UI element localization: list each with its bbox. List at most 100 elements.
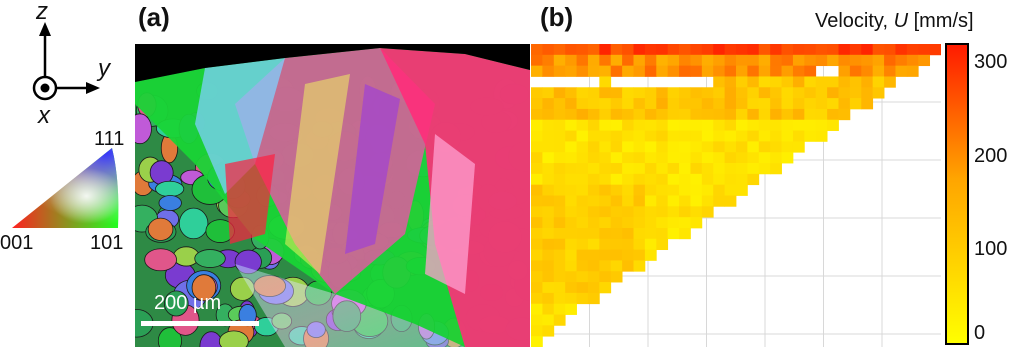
heatmap-cell bbox=[587, 227, 600, 240]
heatmap-cell bbox=[667, 152, 680, 164]
colorbar-title-units: [mm/s] bbox=[908, 10, 974, 32]
heatmap-cell bbox=[747, 163, 760, 175]
heatmap-cell bbox=[701, 130, 714, 142]
heatmap-cell bbox=[667, 227, 680, 240]
heatmap-cell bbox=[622, 227, 634, 240]
heatmap-cell bbox=[895, 54, 908, 67]
heatmap-cell bbox=[531, 292, 543, 305]
heatmap-cell bbox=[553, 238, 566, 251]
heatmap-cell bbox=[622, 141, 634, 153]
heatmap-cell bbox=[599, 206, 612, 218]
heatmap-cell bbox=[736, 163, 748, 175]
heatmap-cell bbox=[599, 173, 612, 186]
heatmap-cell bbox=[849, 98, 862, 110]
heatmap-cell bbox=[815, 108, 828, 121]
heatmap-cell bbox=[667, 98, 680, 110]
heatmap-cell bbox=[747, 152, 760, 164]
heatmap-cell bbox=[679, 108, 691, 121]
heatmap-cell bbox=[542, 173, 555, 186]
heatmap-cell bbox=[565, 195, 577, 207]
heatmap-cell bbox=[724, 141, 737, 153]
heatmap-cell bbox=[838, 108, 851, 121]
heatmap-cell bbox=[565, 260, 577, 272]
heatmap-cell bbox=[542, 303, 555, 315]
heatmap-cell bbox=[713, 195, 726, 207]
heatmap-cell bbox=[576, 217, 589, 229]
heatmap-cell bbox=[713, 98, 726, 110]
heatmap-cell bbox=[576, 152, 589, 164]
heatmap-cell bbox=[599, 98, 612, 110]
heatmap-cell bbox=[906, 44, 919, 56]
heatmap-cell bbox=[690, 98, 703, 110]
heatmap-cell bbox=[587, 163, 600, 175]
heatmap-cell bbox=[622, 206, 634, 218]
heatmap-cell bbox=[610, 152, 623, 164]
heatmap-cell bbox=[736, 141, 748, 153]
colorbar bbox=[945, 43, 969, 345]
heatmap-cell bbox=[724, 195, 737, 207]
heatmap-cell bbox=[815, 130, 828, 142]
heatmap-cell bbox=[724, 65, 737, 77]
heatmap-cell bbox=[781, 141, 794, 153]
heatmap-cell bbox=[531, 238, 543, 251]
heatmap-cell bbox=[895, 44, 908, 56]
heatmap-cell bbox=[633, 54, 646, 67]
heatmap-cell bbox=[599, 217, 612, 229]
grain bbox=[178, 207, 209, 240]
heatmap-cell bbox=[599, 238, 612, 251]
heatmap-cell bbox=[667, 119, 680, 131]
heatmap-cell bbox=[644, 65, 657, 77]
heatmap-cell bbox=[542, 130, 555, 142]
heatmap-cell bbox=[770, 119, 782, 131]
heatmap-cell bbox=[531, 260, 543, 272]
scale-bar-label: 200 µm bbox=[154, 292, 222, 314]
heatmap-cell bbox=[713, 119, 726, 131]
heatmap-cell bbox=[644, 163, 657, 175]
heatmap-cell bbox=[724, 54, 737, 67]
heatmap-cell bbox=[690, 130, 703, 142]
heatmap-cell bbox=[701, 195, 714, 207]
heatmap-cell bbox=[747, 65, 760, 77]
heatmap-cell bbox=[542, 163, 555, 175]
heatmap-cell bbox=[553, 260, 566, 272]
heatmap-cell bbox=[679, 130, 691, 142]
heatmap-cell bbox=[565, 249, 577, 261]
heatmap-cell bbox=[633, 152, 646, 164]
heatmap-cell bbox=[622, 260, 634, 272]
ipf-111-label: 111 bbox=[94, 128, 125, 150]
heatmap-cell bbox=[610, 238, 623, 251]
heatmap-cell bbox=[587, 65, 600, 77]
heatmap-cell bbox=[531, 87, 543, 99]
heatmap-cell bbox=[804, 87, 817, 99]
heatmap-cell bbox=[724, 76, 737, 88]
heatmap-cell bbox=[565, 163, 577, 175]
heatmap-cell bbox=[599, 76, 612, 88]
heatmap-cell bbox=[690, 108, 703, 121]
heatmap-cell bbox=[770, 98, 782, 110]
heatmap-cell bbox=[576, 130, 589, 142]
heatmap-cell bbox=[872, 87, 885, 99]
heatmap-cells bbox=[531, 44, 941, 347]
heatmap-cell bbox=[770, 54, 782, 67]
heatmap-cell bbox=[553, 314, 566, 326]
ipf-color-triangle bbox=[12, 148, 119, 228]
heatmap-cell bbox=[747, 76, 760, 88]
heatmap-cell bbox=[679, 206, 691, 218]
heatmap-cell bbox=[553, 65, 566, 77]
heatmap-cell bbox=[724, 98, 737, 110]
heatmap-cell bbox=[724, 163, 737, 175]
colorbar-tick-label: 300 bbox=[974, 50, 1008, 73]
heatmap-cell bbox=[610, 184, 623, 196]
heatmap-cell bbox=[679, 98, 691, 110]
heatmap-cell bbox=[542, 44, 555, 56]
heatmap-cell bbox=[610, 163, 623, 175]
heatmap-cell bbox=[736, 65, 748, 77]
heatmap-cell bbox=[906, 65, 919, 77]
heatmap-cell bbox=[656, 152, 669, 164]
heatmap-cell bbox=[770, 87, 782, 99]
heatmap-cell bbox=[565, 217, 577, 229]
heatmap-cell bbox=[565, 282, 577, 294]
heatmap-cell bbox=[553, 54, 566, 67]
heatmap-cell bbox=[644, 227, 657, 240]
heatmap-cell bbox=[553, 195, 566, 207]
